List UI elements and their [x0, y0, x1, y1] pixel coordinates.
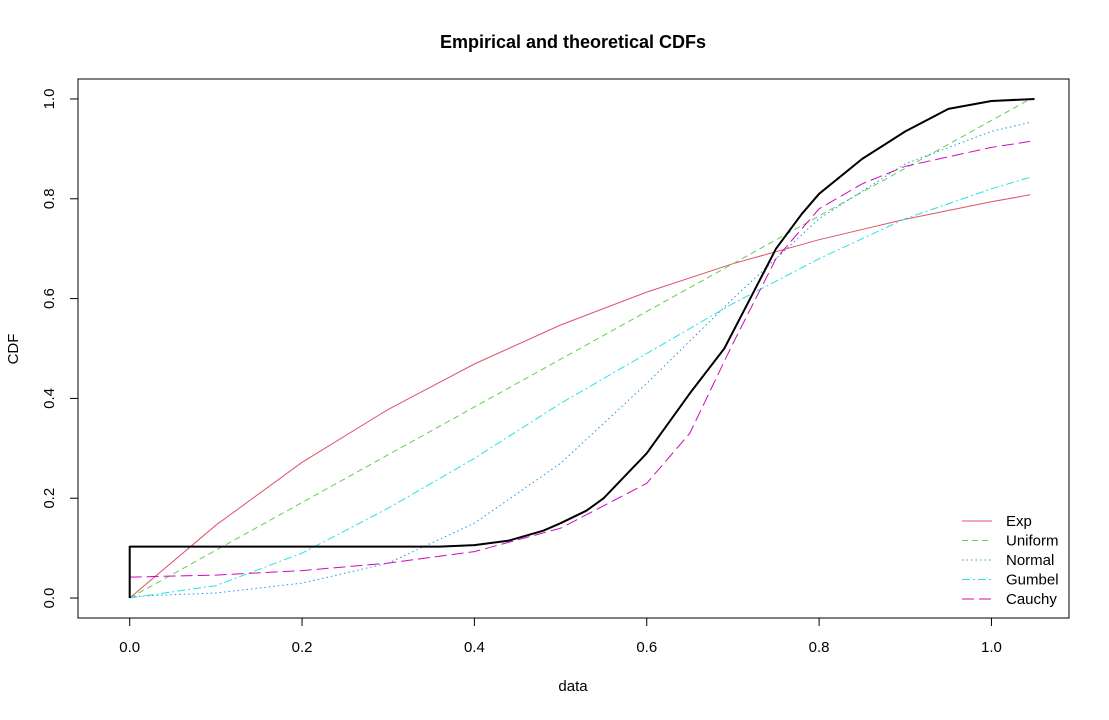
x-tick-label: 0.0 — [119, 639, 140, 656]
series-line-uniform — [129, 98, 1031, 599]
plot-lines — [128, 98, 1035, 599]
legend-label-cauchy: Cauchy — [1006, 591, 1057, 608]
y-tick-label: 0.2 — [41, 488, 58, 509]
series-line-cauchy — [129, 140, 1031, 578]
empirical-cdf-line — [128, 98, 1035, 598]
legend-label-gumbel: Gumbel — [1006, 572, 1059, 589]
x-tick-label: 0.2 — [292, 639, 313, 656]
y-axis-label: CDF — [5, 334, 22, 365]
series-line-exp — [129, 194, 1031, 599]
series-line-gumbel — [129, 176, 1031, 599]
legend-label-normal: Normal — [1006, 552, 1054, 569]
legend-label-uniform: Uniform — [1006, 533, 1059, 550]
x-axis: 0.0 0.2 0.4 0.6 0.8 1.0 — [119, 617, 1002, 656]
y-tick-label: 0.4 — [41, 388, 58, 409]
chart-title: Empirical and theoretical CDFs — [440, 32, 706, 52]
series-line-normal — [129, 121, 1031, 597]
y-tick-label: 0.8 — [41, 188, 58, 209]
x-tick-label: 0.6 — [636, 639, 657, 656]
legend-label-exp: Exp — [1006, 513, 1032, 530]
legend: Exp Uniform Normal Gumbel Cauchy — [962, 513, 1059, 608]
y-tick-label: 0.0 — [41, 588, 58, 609]
x-axis-label: data — [558, 678, 588, 695]
x-tick-label: 0.8 — [809, 639, 830, 656]
y-axis: 0.0 0.2 0.4 0.6 0.8 1.0 — [41, 89, 79, 609]
x-tick-label: 0.4 — [464, 639, 485, 656]
y-tick-label: 0.6 — [41, 288, 58, 309]
x-tick-label: 1.0 — [981, 639, 1002, 656]
y-tick-label: 1.0 — [41, 89, 58, 110]
